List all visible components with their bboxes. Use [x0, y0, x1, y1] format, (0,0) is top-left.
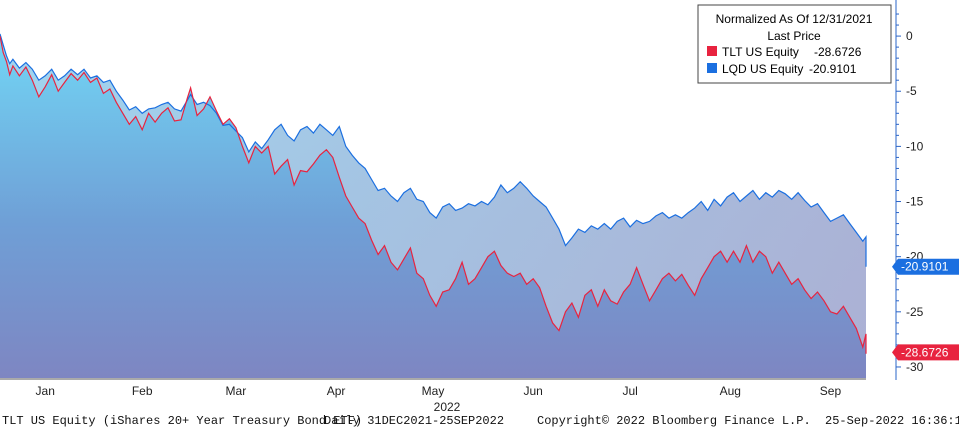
legend-subtitle: Last Price: [767, 29, 821, 43]
y-tick-label: -25: [906, 305, 924, 319]
legend-title: Normalized As Of 12/31/2021: [716, 12, 873, 26]
y-tick-label: -30: [906, 360, 924, 374]
legend-swatch-lqd: [707, 63, 717, 73]
footer-security: TLT US Equity (iShares 20+ Year Treasury…: [2, 414, 363, 428]
x-tick-label-may: May: [422, 384, 445, 398]
legend-swatch-tlt: [707, 46, 717, 56]
series-line-lqd: [0, 33, 867, 267]
plot-area: [0, 33, 867, 379]
footer-copyright: Copyright© 2022 Bloomberg Finance L.P.: [537, 414, 811, 428]
area-band-between-series: [0, 33, 866, 354]
x-tick-label-apr: Apr: [327, 384, 346, 398]
legend-entry-lqd-name: LQD US Equity: [722, 62, 803, 76]
area-fill-tlt: [0, 36, 866, 378]
x-tick-label-feb: Feb: [132, 384, 153, 398]
legend-box: [697, 4, 892, 84]
last-price-badge-lqd: [892, 258, 959, 275]
legend: Normalized As Of 12/31/2021 Last Price T…: [697, 4, 892, 84]
y-tick-label: -15: [906, 195, 924, 209]
x-tick-label-jan: Jan: [36, 384, 55, 398]
y-tick-label: -5: [906, 84, 917, 98]
x-tick-label-aug: Aug: [720, 384, 741, 398]
y-tick-label: 0: [906, 29, 913, 43]
y-axis: 0-5-10-15-20-25-30: [895, 0, 924, 380]
x-year-label: 2022: [434, 400, 461, 414]
series-line-tlt: [0, 35, 867, 354]
y-tick-label: -10: [906, 139, 924, 153]
legend-entry-tlt-name: TLT US Equity: [722, 45, 799, 59]
legend-entry-tlt-value: -28.6726: [814, 45, 862, 59]
x-tick-label-jul: Jul: [622, 384, 637, 398]
footer-timestamp: 25-Sep-2022 16:36:15: [825, 414, 959, 428]
footer-range: Daily 31DEC2021-25SEP2022: [324, 414, 505, 428]
last-price-badge-tlt: [892, 344, 959, 361]
x-tick-label-mar: Mar: [226, 384, 247, 398]
x-tick-label-jun: Jun: [523, 384, 542, 398]
last-price-label-tlt: -28.6726: [901, 345, 949, 359]
x-tick-label-sep: Sep: [820, 384, 842, 398]
x-axis: Jan Feb Mar Apr May Jun Jul Aug Sep 2022: [0, 378, 866, 414]
last-price-label-lqd: -20.9101: [901, 260, 949, 274]
last-price-badges: -20.9101 -28.6726: [892, 258, 959, 361]
legend-entry-lqd-value: -20.9101: [809, 62, 857, 76]
